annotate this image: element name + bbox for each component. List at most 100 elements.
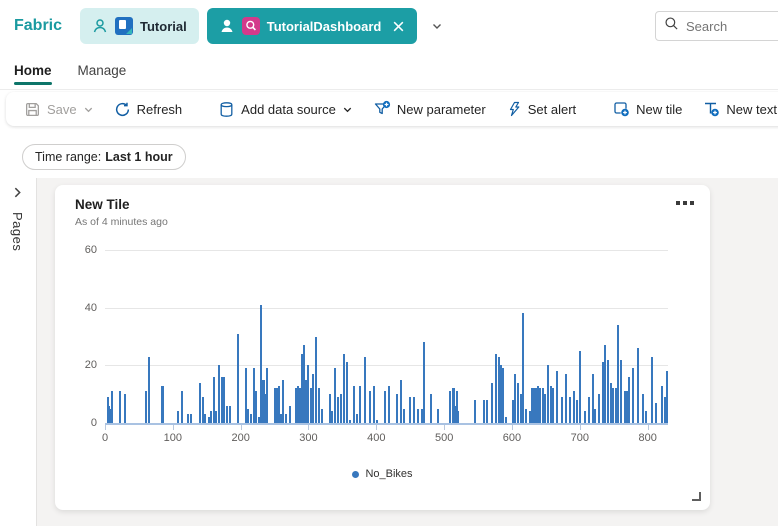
bar: [223, 376, 226, 423]
bar: [453, 388, 456, 423]
bar: [641, 394, 644, 423]
bar: [249, 414, 252, 423]
x-axis-tick: [444, 425, 446, 430]
bar: [247, 408, 250, 423]
add-data-source-button[interactable]: Add data source: [210, 96, 361, 122]
bar: [583, 411, 586, 423]
bar: [254, 391, 257, 423]
person-icon: [92, 18, 108, 34]
pages-panel[interactable]: Pages: [0, 178, 37, 526]
bar: [217, 365, 220, 423]
expand-pages-chevron-icon[interactable]: [11, 186, 24, 204]
close-tab-icon[interactable]: [392, 20, 405, 33]
bar: [144, 391, 147, 423]
bar: [363, 356, 366, 423]
bar: [650, 356, 653, 423]
bar: [288, 405, 291, 423]
gridline: [105, 307, 668, 309]
bar: [549, 385, 552, 423]
bar: [372, 385, 375, 423]
bar: [177, 411, 180, 423]
tab-home[interactable]: Home: [14, 52, 52, 89]
bar: [187, 414, 190, 423]
bar: [310, 388, 313, 423]
bar: [603, 345, 606, 423]
bar: [594, 408, 597, 423]
bar: [564, 373, 567, 423]
x-axis-tick: [647, 425, 649, 430]
x-axis-tick-label: 700: [570, 432, 589, 444]
gridline: [105, 250, 668, 251]
workspace-tab-tutorialdashboard[interactable]: TutorialDashboard: [206, 8, 418, 44]
lightning-icon: [506, 101, 522, 117]
global-search[interactable]: [655, 11, 778, 41]
new-tile-button[interactable]: New tile: [604, 96, 690, 122]
y-axis-tick-label: 20: [84, 359, 97, 372]
bar: [539, 388, 542, 423]
tabs-chevron-down-icon[interactable]: [431, 20, 443, 32]
bar: [236, 333, 239, 423]
bar: [266, 368, 269, 423]
bar: [343, 353, 346, 423]
bar: [198, 382, 201, 423]
chart-legend[interactable]: No_Bikes: [55, 468, 710, 480]
bar: [314, 336, 317, 423]
x-axis-tick: [579, 425, 581, 430]
chevron-down-icon: [343, 107, 352, 112]
bar: [408, 397, 411, 423]
refresh-icon: [114, 101, 131, 118]
tile-plus-icon: [612, 100, 630, 118]
set-alert-button[interactable]: Set alert: [498, 96, 584, 122]
bar: [552, 388, 555, 423]
bar: [220, 376, 223, 423]
more-options-icon[interactable]: [676, 201, 694, 205]
new-text-tile-button[interactable]: New text tile: [694, 96, 778, 122]
bar: [317, 388, 320, 423]
bar: [535, 388, 538, 423]
bar: [328, 394, 331, 423]
refresh-button[interactable]: Refresh: [106, 96, 191, 122]
bar: [544, 394, 547, 423]
bar: [376, 420, 378, 423]
new-parameter-button[interactable]: New parameter: [365, 96, 494, 122]
bar: [273, 388, 276, 423]
fabric-logo[interactable]: Fabric: [14, 17, 63, 34]
search-input[interactable]: [686, 18, 766, 34]
time-range-pill[interactable]: Time range: Last 1 hour: [22, 144, 186, 170]
save-icon: [24, 101, 41, 118]
x-axis-tick-label: 500: [434, 432, 454, 444]
bar: [275, 388, 278, 423]
bar: [118, 391, 121, 423]
bar: [537, 385, 540, 423]
bar: [260, 304, 262, 423]
bar: [285, 414, 288, 423]
bar: [474, 399, 477, 423]
dashboard-tile[interactable]: New Tile As of 4 minutes ago No_Bikes 0 2…: [55, 185, 710, 510]
bar: [294, 388, 297, 423]
bar: [261, 379, 264, 423]
tile-title: New Tile: [75, 197, 130, 212]
bar: [517, 382, 520, 423]
bar: [655, 402, 658, 423]
x-axis-tick: [105, 425, 106, 430]
bar: [180, 391, 183, 423]
workspace-tab-tutorial[interactable]: Tutorial: [80, 8, 199, 44]
person-icon: [219, 18, 235, 34]
y-axis-tick-label: 0: [90, 417, 97, 429]
save-button[interactable]: Save: [16, 96, 102, 122]
bar: [533, 388, 536, 423]
bar: [483, 399, 486, 423]
tab-manage[interactable]: Manage: [77, 63, 127, 78]
bar: [610, 382, 613, 423]
bar: [210, 411, 213, 423]
tile-resize-handle[interactable]: [692, 492, 701, 501]
kql-database-icon: [115, 17, 134, 35]
bar: [279, 414, 282, 423]
bar: [413, 397, 416, 423]
bar: [190, 414, 193, 423]
bar: [614, 388, 617, 423]
bar-chart: No_Bikes 0 20 40 60 0 100 200 300 400 500 600 700 80…: [55, 185, 710, 510]
bar: [369, 391, 372, 423]
bar: [514, 373, 517, 423]
bar: [215, 411, 218, 423]
